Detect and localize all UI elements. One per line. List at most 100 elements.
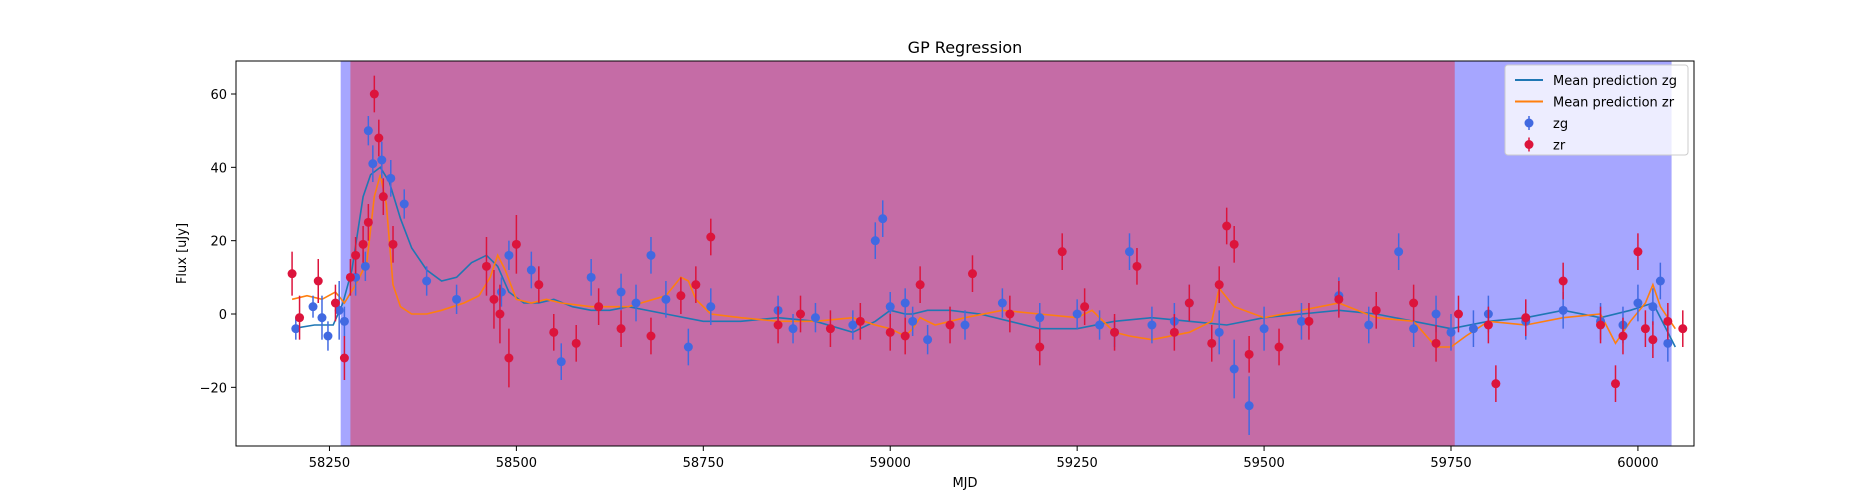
legend-label: Mean prediction zg [1553,74,1677,89]
point-zg [900,298,910,308]
x-tick-label: 58250 [309,456,350,471]
point-zg [323,331,333,341]
point-zg [848,320,858,330]
point-zr [1633,247,1643,257]
point-zr [1678,324,1688,334]
point-zg [683,342,693,352]
point-zg [1648,302,1658,312]
point-zr [855,316,865,326]
point-zr [1222,221,1232,231]
point-zr [549,327,559,337]
point-zr [1371,305,1381,315]
point-zg [1409,324,1419,334]
point-zr [967,269,977,279]
point-zg [1072,309,1082,319]
line-mean-prediction-zr [291,174,1676,348]
point-zg [291,324,301,334]
point-zr [351,250,361,260]
point-zr [691,280,701,290]
highlight-spans [340,61,1672,446]
point-zr [1214,280,1224,290]
legend-label: zg [1553,117,1568,132]
chart-title: GP Regression [908,38,1023,57]
point-zr [616,324,626,334]
point-zr [1057,247,1067,257]
point-zr [885,327,895,337]
point-zr [1491,379,1501,389]
point-zg [496,287,506,297]
point-zr [313,276,323,286]
point-zr [1132,261,1142,271]
point-zg [1446,327,1456,337]
point-zg [960,320,970,330]
legend-label: zr [1553,139,1566,154]
point-zr [1080,302,1090,312]
point-zg [1468,324,1478,334]
point-zr [1274,342,1284,352]
point-zg [1394,247,1404,257]
y-tick-label: 60 [210,88,227,103]
point-zr [1663,316,1673,326]
point-zg [1663,338,1673,348]
x-tick-label: 60000 [1617,456,1658,471]
legend-box [1504,64,1689,156]
point-zr [363,217,373,227]
point-zg [1229,364,1239,374]
point-zr [345,272,355,282]
point-zg [1259,324,1269,334]
point-zr [1558,276,1568,286]
point-zg [422,276,432,286]
point-zg [308,302,318,312]
point-zr [511,239,521,249]
point-zg [1035,313,1045,323]
x-axis-label: MJD [952,476,977,491]
point-zr [1110,327,1120,337]
point-zr [571,338,581,348]
point-zg [526,265,536,275]
point-zr [1596,320,1606,330]
x-tick-label: 58500 [496,456,537,471]
point-zr [1207,338,1217,348]
legend-label: Mean prediction zr [1553,96,1675,111]
plot-frame [235,60,1695,447]
point-zr [825,324,835,334]
x-tick-label: 59750 [1430,456,1471,471]
point-zr [773,320,783,330]
point-zr [495,309,505,319]
point-zr [504,353,514,363]
point-zr [1035,342,1045,352]
point-zg [360,261,370,271]
y-tick-label: 0 [219,308,227,323]
point-zg [1633,298,1643,308]
point-zg [368,159,378,169]
legend: Mean prediction zg Mean prediction zr zg zr [1504,64,1689,156]
point-zr [388,239,398,249]
point-zr [358,239,368,249]
point-zg [504,250,514,260]
point-zr [1409,298,1419,308]
point-zr [1483,320,1493,330]
point-zr [1431,338,1441,348]
point-zg [1296,316,1306,326]
point-zg [616,287,626,297]
point-zr [1229,239,1239,249]
point-zr [1618,331,1628,341]
point-zr [295,313,305,323]
point-zr [369,89,379,99]
y-axis-label: Flux [uJy] [175,223,190,284]
point-zr [915,280,925,290]
span-region-1 [340,61,1672,446]
point-zg [377,155,387,165]
point-zr [594,302,604,312]
point-zg [386,173,396,183]
point-zg [1244,401,1254,411]
point-zr [1610,379,1620,389]
point-zg [1214,327,1224,337]
x-tick-label: 58750 [683,456,724,471]
point-zg [317,313,327,323]
y-tick-label: 20 [210,235,227,250]
point-zg [334,305,344,315]
data-points [287,75,1688,435]
point-zr [1648,335,1658,345]
point-zr [945,320,955,330]
